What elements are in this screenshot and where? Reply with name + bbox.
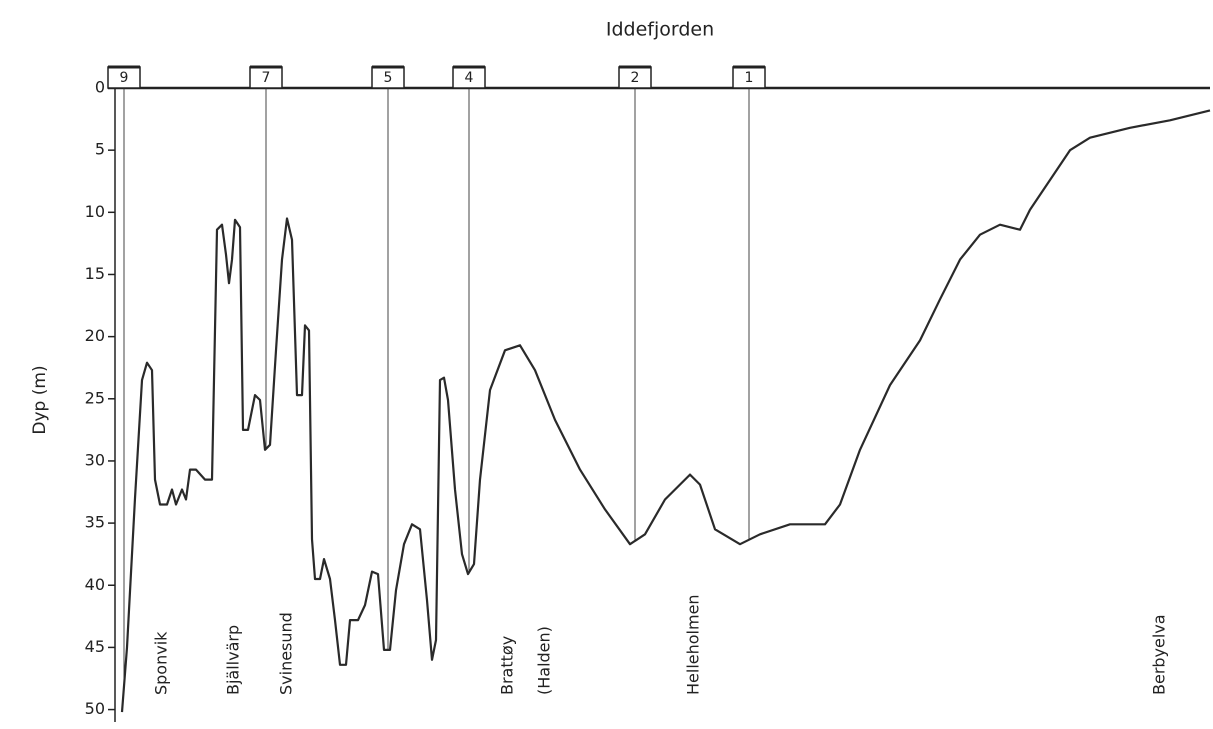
place-label: Helleholmen <box>684 594 703 695</box>
station-label: 7 <box>262 70 271 86</box>
y-tick-label: 10 <box>85 202 105 221</box>
place-label: Svinesund <box>277 612 296 695</box>
station-label: 2 <box>631 70 640 86</box>
chart-title: Iddefjorden <box>606 19 714 41</box>
y-tick-label: 35 <box>85 513 105 532</box>
place-label: (Halden) <box>535 626 554 695</box>
station-label: 1 <box>745 70 754 86</box>
y-tick-label: 25 <box>85 388 105 407</box>
y-tick-label: 0 <box>95 78 105 97</box>
place-label: Bjällvärp <box>224 625 243 695</box>
place-label: Sponvik <box>152 631 171 695</box>
station-label: 4 <box>465 70 474 86</box>
y-axis-label: Dyp (m) <box>30 365 50 434</box>
y-tick-label: 30 <box>85 450 105 469</box>
depth-profile <box>120 109 1211 713</box>
station-label: 5 <box>384 70 393 86</box>
place-label: Berbyelva <box>1150 614 1169 695</box>
y-tick-label: 45 <box>85 637 105 656</box>
y-tick-label: 50 <box>85 699 105 718</box>
y-tick-label: 40 <box>85 575 105 594</box>
y-tick-label: 20 <box>85 326 105 345</box>
place-label: Brattøy <box>498 636 517 695</box>
y-tick-label: 15 <box>85 264 105 283</box>
y-tick-label: 5 <box>95 140 105 159</box>
station-label: 9 <box>120 70 129 86</box>
